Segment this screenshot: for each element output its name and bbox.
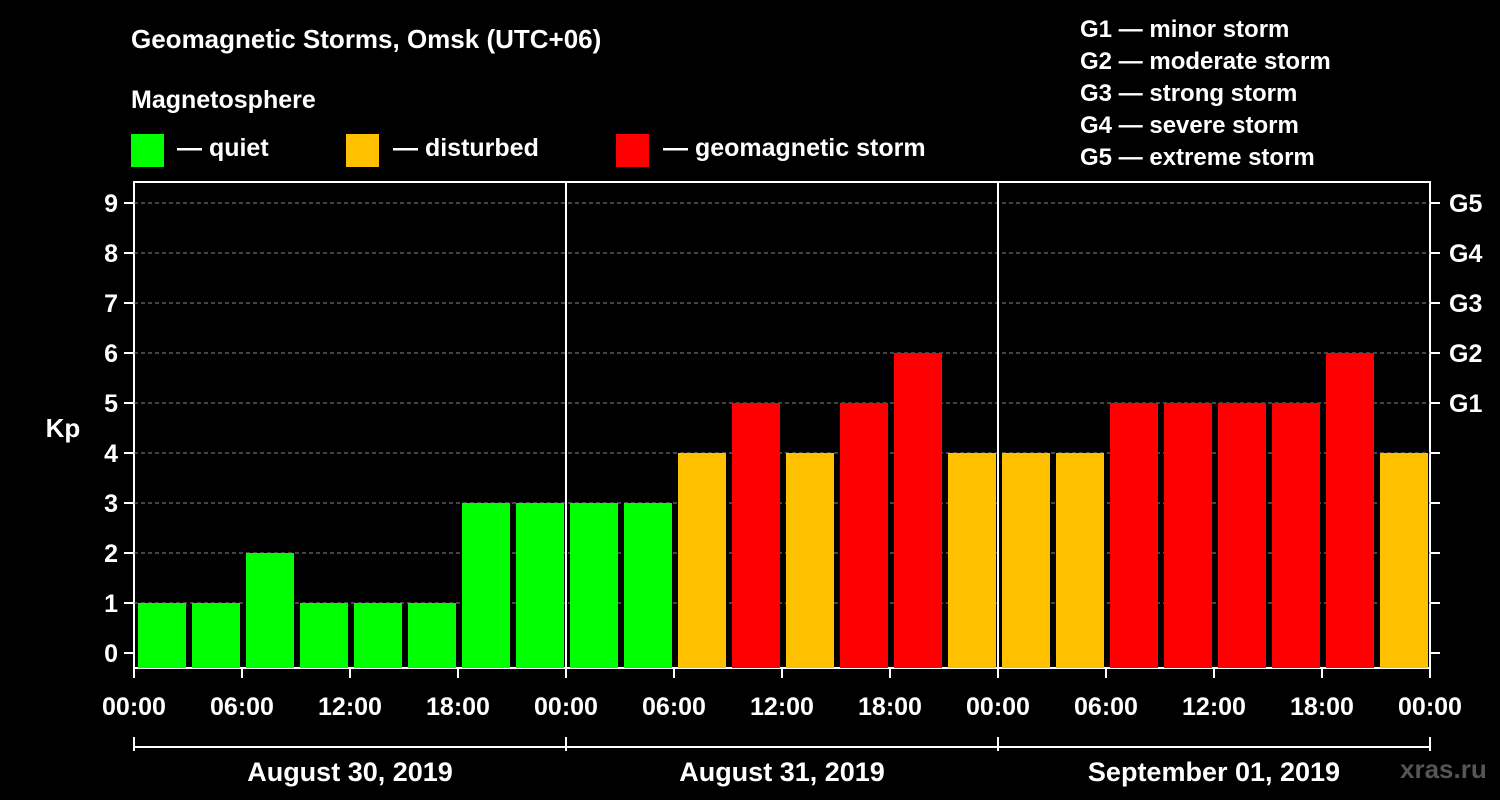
x-tick-label: 06:00 [210, 693, 274, 721]
g-scale-g5: G5 — extreme storm [1080, 144, 1315, 171]
kp-bar [138, 603, 186, 668]
legend-heading: Magnetosphere [131, 86, 316, 114]
x-tick-label: 18:00 [1290, 693, 1354, 721]
x-tick-label: 12:00 [1182, 693, 1246, 721]
y-tick-label: 8 [104, 240, 118, 268]
y-axis-label: Kp [46, 413, 81, 443]
legend-label-disturbed: — disturbed [393, 134, 539, 162]
kp-bar [570, 503, 618, 668]
y-tick-label: 2 [104, 540, 118, 568]
y-tick-label: 9 [104, 190, 118, 218]
legend-label-quiet: — quiet [177, 134, 269, 162]
kp-bar [354, 603, 402, 668]
kp-bar [1110, 403, 1158, 668]
g-axis-label: G4 [1449, 240, 1482, 268]
x-tick-label: 18:00 [858, 693, 922, 721]
kp-bar [732, 403, 780, 668]
kp-bar [894, 353, 942, 668]
kp-bar [1218, 403, 1266, 668]
kp-bar [516, 503, 564, 668]
date-label: September 01, 2019 [1088, 757, 1340, 787]
kp-bar [624, 503, 672, 668]
legend-label-storm: — geomagnetic storm [663, 134, 926, 162]
x-tick-label: 06:00 [1074, 693, 1138, 721]
g-scale-g2: G2 — moderate storm [1080, 48, 1331, 75]
kp-bar [1272, 403, 1320, 668]
x-tick-label: 18:00 [426, 693, 490, 721]
g-axis-label: G3 [1449, 290, 1482, 318]
x-tick-label: 00:00 [966, 693, 1030, 721]
kp-bar [840, 403, 888, 668]
date-label: August 30, 2019 [247, 757, 453, 787]
y-tick-label: 5 [104, 390, 118, 418]
g-axis-label: G2 [1449, 340, 1482, 368]
y-tick-label: 7 [104, 290, 118, 318]
kp-bar [1056, 453, 1104, 668]
kp-bar [300, 603, 348, 668]
kp-bar [462, 503, 510, 668]
legend-swatch-disturbed [346, 134, 379, 167]
x-tick-label: 00:00 [534, 693, 598, 721]
legend-swatch-storm [616, 134, 649, 167]
x-tick-label: 06:00 [642, 693, 706, 721]
watermark: xras.ru [1400, 754, 1487, 784]
y-tick-label: 6 [104, 340, 118, 368]
x-tick-label: 00:00 [102, 693, 166, 721]
g-axis-label: G5 [1449, 190, 1482, 218]
kp-bar [408, 603, 456, 668]
kp-bar [786, 453, 834, 668]
legend-swatch-quiet [131, 134, 164, 167]
g-axis-label: G1 [1449, 390, 1482, 418]
kp-bar [192, 603, 240, 668]
y-tick-label: 0 [104, 640, 118, 668]
y-tick-label: 4 [104, 440, 118, 468]
kp-bar [1380, 453, 1428, 668]
y-tick-label: 3 [104, 490, 118, 518]
kp-bar [1164, 403, 1212, 668]
x-tick-label: 12:00 [318, 693, 382, 721]
kp-bar [948, 453, 996, 668]
kp-bar [1002, 453, 1050, 668]
kp-bar [246, 553, 294, 668]
g-scale-g1: G1 — minor storm [1080, 16, 1290, 43]
kp-bar [678, 453, 726, 668]
y-tick-label: 1 [104, 590, 118, 618]
kp-bar [1326, 353, 1374, 668]
x-tick-label: 12:00 [750, 693, 814, 721]
date-label: August 31, 2019 [679, 757, 885, 787]
g-scale-g3: G3 — strong storm [1080, 80, 1298, 107]
chart-title: Geomagnetic Storms, Omsk (UTC+06) [131, 24, 602, 54]
x-tick-label: 00:00 [1398, 693, 1462, 721]
g-scale-g4: G4 — severe storm [1080, 112, 1299, 139]
